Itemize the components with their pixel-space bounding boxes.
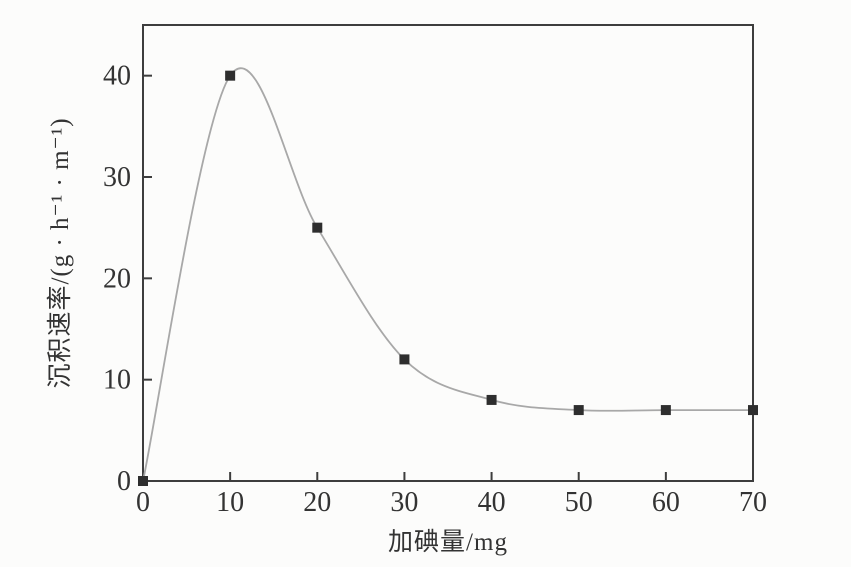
- x-tick-label: 10: [216, 487, 244, 518]
- y-axis-title: 沉积速率/(g · h⁻¹ · m⁻¹): [47, 117, 74, 389]
- y-tick-label: 20: [103, 263, 131, 294]
- x-tick-label: 40: [478, 487, 506, 518]
- x-tick-label: 70: [739, 487, 767, 518]
- y-tick-label: 10: [103, 365, 131, 396]
- plot-border: [142, 24, 754, 482]
- x-tick-label: 50: [565, 487, 593, 518]
- y-tick-label: 40: [103, 61, 131, 92]
- y-tick-label: 0: [117, 466, 131, 497]
- data-marker: [312, 222, 323, 233]
- x-tick-label: 0: [136, 487, 150, 518]
- data-marker: [225, 70, 236, 81]
- data-marker: [660, 405, 671, 416]
- data-marker: [573, 405, 584, 416]
- data-marker: [138, 476, 148, 486]
- data-marker: [486, 394, 497, 405]
- x-tick-label: 30: [390, 487, 418, 518]
- x-tick-label: 60: [652, 487, 680, 518]
- x-tick-label: 20: [303, 487, 331, 518]
- data-marker: [748, 405, 758, 416]
- curve-line: [142, 67, 753, 482]
- y-tick-label: 30: [103, 162, 131, 193]
- data-marker: [399, 354, 410, 365]
- x-axis-title: 加碘量/mg: [388, 529, 508, 556]
